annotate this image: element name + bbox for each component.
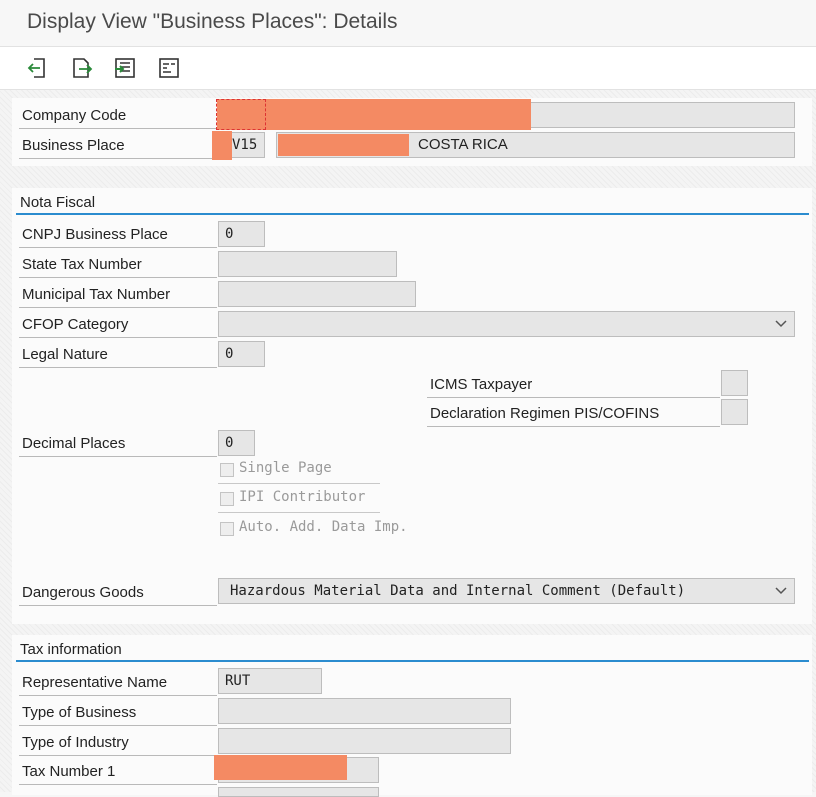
redaction-block [278, 134, 409, 156]
state-tax-number-field[interactable] [218, 251, 397, 277]
representative-name-label: Representative Name [19, 669, 217, 696]
representative-name-field[interactable]: RUT [218, 668, 322, 694]
auto-add-data-checkbox-row[interactable]: Auto. Add. Data Imp. [218, 517, 408, 543]
declaration-regimen-field[interactable] [721, 399, 748, 425]
single-page-label: Single Page [239, 460, 332, 476]
tax-number-2-field[interactable] [218, 787, 379, 797]
content-area: Company Code Business Place V15 COSTA RI… [0, 90, 816, 797]
single-page-checkbox[interactable] [220, 463, 234, 477]
municipal-tax-number-field[interactable] [218, 281, 416, 307]
type-of-industry-field[interactable] [218, 728, 511, 754]
type-of-business-label: Type of Business [19, 699, 217, 726]
declaration-regimen-label: Declaration Regimen PIS/COFINS [427, 400, 720, 427]
cnpj-business-place-label: CNPJ Business Place [19, 221, 217, 248]
business-place-desc-text: COSTA RICA [418, 136, 508, 153]
decimal-places-field[interactable]: 0 [218, 430, 255, 456]
redaction-block [212, 131, 232, 160]
chevron-down-icon [775, 320, 787, 328]
redaction-block [214, 755, 347, 780]
type-of-industry-label: Type of Industry [19, 729, 217, 756]
window-title: Display View "Business Places": Details [27, 10, 398, 33]
tax-number-1-label: Tax Number 1 [19, 758, 217, 785]
chevron-down-icon [775, 587, 787, 595]
auto-add-data-checkbox[interactable] [220, 522, 234, 536]
next-entry-icon[interactable] [69, 55, 95, 81]
previous-entry-icon[interactable] [25, 55, 51, 81]
legal-nature-label: Legal Nature [19, 341, 217, 368]
redaction-block [217, 99, 531, 130]
dangerous-goods-label: Dangerous Goods [19, 579, 217, 606]
icms-taxpayer-label: ICMS Taxpayer [427, 371, 720, 398]
auto-add-data-label: Auto. Add. Data Imp. [239, 519, 408, 535]
nota-fiscal-panel [12, 188, 812, 624]
display-all-icon[interactable] [156, 55, 182, 81]
title-bar: Display View "Business Places": Details [0, 0, 816, 47]
cfop-category-label: CFOP Category [19, 311, 217, 338]
legal-nature-field[interactable]: 0 [218, 341, 265, 367]
dangerous-goods-value: Hazardous Material Data and Internal Com… [230, 583, 686, 599]
decimal-places-label: Decimal Places [19, 430, 217, 457]
dangerous-goods-dropdown[interactable]: Hazardous Material Data and Internal Com… [218, 578, 795, 604]
focus-indicator [216, 99, 266, 130]
state-tax-number-label: State Tax Number [19, 251, 217, 278]
cfop-category-dropdown[interactable] [218, 311, 795, 337]
single-page-checkbox-row[interactable]: Single Page [218, 458, 380, 484]
tax-information-header: Tax information [16, 638, 809, 662]
ipi-contributor-checkbox[interactable] [220, 492, 234, 506]
select-icon[interactable] [112, 55, 138, 81]
business-place-value: V15 [232, 137, 258, 153]
toolbar [0, 47, 816, 90]
type-of-business-field[interactable] [218, 698, 511, 724]
nota-fiscal-header: Nota Fiscal [16, 191, 809, 215]
ipi-contributor-checkbox-row[interactable]: IPI Contributor [218, 487, 380, 513]
cnpj-business-place-field[interactable]: 0 [218, 221, 265, 247]
ipi-contributor-label: IPI Contributor [239, 489, 366, 505]
icms-taxpayer-field[interactable] [721, 370, 748, 396]
municipal-tax-number-label: Municipal Tax Number [19, 281, 217, 308]
business-place-label: Business Place [19, 132, 217, 159]
company-code-label: Company Code [19, 102, 217, 129]
